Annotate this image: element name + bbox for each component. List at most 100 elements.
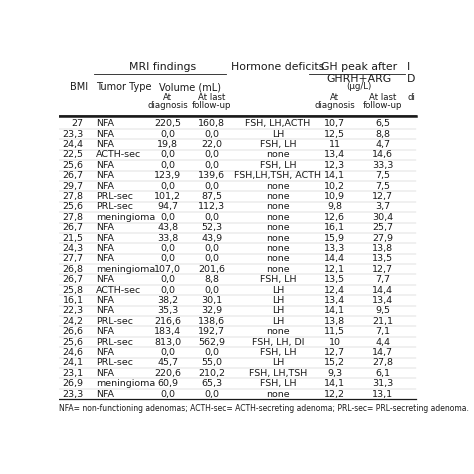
Text: 12,7: 12,7 (372, 192, 393, 201)
Text: NFA: NFA (96, 390, 114, 399)
Text: 60,9: 60,9 (157, 379, 178, 388)
Text: At last: At last (369, 93, 396, 102)
Text: 0,0: 0,0 (204, 150, 219, 159)
Text: 26,7: 26,7 (63, 223, 83, 232)
Text: 19,8: 19,8 (157, 140, 178, 149)
Text: 27,8: 27,8 (372, 358, 393, 367)
Text: 6,5: 6,5 (375, 119, 390, 128)
Text: 27: 27 (72, 119, 83, 128)
Text: 0,0: 0,0 (160, 390, 175, 399)
Text: FSH, LH: FSH, LH (260, 379, 296, 388)
Text: 13,8: 13,8 (372, 244, 393, 253)
Text: 55,0: 55,0 (201, 358, 222, 367)
Text: 101,2: 101,2 (154, 192, 181, 201)
Text: BMI: BMI (70, 82, 88, 92)
Text: 7,1: 7,1 (375, 327, 390, 336)
Text: 210,2: 210,2 (198, 369, 225, 378)
Text: none: none (266, 265, 290, 274)
Text: none: none (266, 390, 290, 399)
Text: 0,0: 0,0 (204, 161, 219, 170)
Text: 23,3: 23,3 (62, 130, 83, 139)
Text: 22,3: 22,3 (63, 306, 83, 315)
Text: none: none (266, 244, 290, 253)
Text: 0,0: 0,0 (160, 182, 175, 191)
Text: 0,0: 0,0 (160, 285, 175, 294)
Text: 14,6: 14,6 (372, 150, 393, 159)
Text: NFA: NFA (96, 348, 114, 357)
Text: 220,6: 220,6 (154, 369, 181, 378)
Text: 12,7: 12,7 (324, 348, 345, 357)
Text: 15,2: 15,2 (324, 358, 345, 367)
Text: diagnosis: diagnosis (147, 100, 188, 109)
Text: 32,9: 32,9 (201, 306, 222, 315)
Text: NFA: NFA (96, 161, 114, 170)
Text: NFA: NFA (96, 275, 114, 284)
Text: Hormone deficits: Hormone deficits (231, 63, 324, 73)
Text: none: none (266, 202, 290, 211)
Text: LH: LH (272, 296, 284, 305)
Text: 15,9: 15,9 (324, 234, 345, 243)
Text: 7,5: 7,5 (375, 182, 390, 191)
Text: NFA: NFA (96, 255, 114, 264)
Text: ACTH-sec: ACTH-sec (96, 285, 141, 294)
Text: 23,1: 23,1 (63, 369, 83, 378)
Text: 0,0: 0,0 (204, 244, 219, 253)
Text: 27,9: 27,9 (372, 234, 393, 243)
Text: 30,1: 30,1 (201, 296, 222, 305)
Text: 38,2: 38,2 (157, 296, 178, 305)
Text: none: none (266, 182, 290, 191)
Text: LH: LH (272, 306, 284, 315)
Text: NFA: NFA (96, 119, 114, 128)
Text: 138,6: 138,6 (198, 317, 225, 326)
Text: 160,8: 160,8 (198, 119, 225, 128)
Text: 24,1: 24,1 (63, 358, 83, 367)
Text: 12,7: 12,7 (372, 265, 393, 274)
Text: 7,7: 7,7 (375, 275, 390, 284)
Text: 26,9: 26,9 (63, 379, 83, 388)
Text: NFA: NFA (96, 244, 114, 253)
Text: 45,7: 45,7 (157, 358, 178, 367)
Text: D: D (407, 74, 416, 84)
Text: 24,2: 24,2 (63, 317, 83, 326)
Text: PRL-sec: PRL-sec (96, 337, 133, 346)
Text: 24,3: 24,3 (63, 244, 83, 253)
Text: LH: LH (272, 285, 284, 294)
Text: FSH,LH,TSH, ACTH: FSH,LH,TSH, ACTH (234, 171, 321, 180)
Text: 24,6: 24,6 (63, 348, 83, 357)
Text: 23,3: 23,3 (62, 390, 83, 399)
Text: 13,3: 13,3 (324, 244, 346, 253)
Text: GH peak after: GH peak after (320, 63, 397, 73)
Text: 13,4: 13,4 (324, 150, 346, 159)
Text: 10,2: 10,2 (324, 182, 345, 191)
Text: 139,6: 139,6 (198, 171, 225, 180)
Text: 14,4: 14,4 (372, 285, 393, 294)
Text: 26,8: 26,8 (63, 265, 83, 274)
Text: 183,4: 183,4 (154, 327, 181, 336)
Text: 0,0: 0,0 (160, 130, 175, 139)
Text: NFA: NFA (96, 182, 114, 191)
Text: 12,4: 12,4 (324, 285, 345, 294)
Text: FSH, LH: FSH, LH (260, 348, 296, 357)
Text: 13,1: 13,1 (372, 390, 393, 399)
Text: 107,0: 107,0 (154, 265, 181, 274)
Text: none: none (266, 213, 290, 222)
Text: 12,5: 12,5 (324, 130, 345, 139)
Text: 87,5: 87,5 (201, 192, 222, 201)
Text: diagnosis: diagnosis (314, 100, 355, 109)
Text: 112,3: 112,3 (198, 202, 225, 211)
Text: 12,6: 12,6 (324, 213, 345, 222)
Text: follow-up: follow-up (192, 100, 231, 109)
Text: 192,7: 192,7 (198, 327, 225, 336)
Text: 25,8: 25,8 (63, 285, 83, 294)
Text: 0,0: 0,0 (160, 244, 175, 253)
Text: GHRH+ARG: GHRH+ARG (326, 74, 391, 84)
Text: none: none (266, 327, 290, 336)
Text: I: I (407, 63, 410, 73)
Text: meningioma: meningioma (96, 379, 155, 388)
Text: FSH, LH,TSH: FSH, LH,TSH (249, 369, 307, 378)
Text: NFA: NFA (96, 306, 114, 315)
Text: 3,7: 3,7 (375, 202, 390, 211)
Text: none: none (266, 223, 290, 232)
Text: PRL-sec: PRL-sec (96, 202, 133, 211)
Text: 0,0: 0,0 (204, 390, 219, 399)
